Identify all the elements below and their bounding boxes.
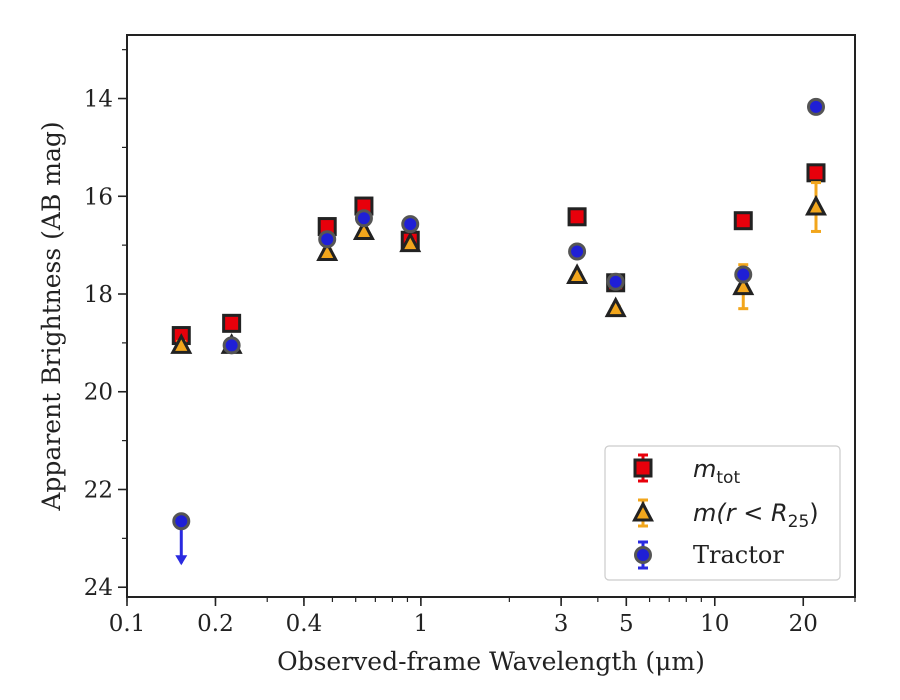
y-tick-label: 14 bbox=[84, 87, 113, 113]
legend-box bbox=[604, 445, 841, 581]
triangle-marker bbox=[604, 296, 627, 318]
upper-limit-arrowhead bbox=[175, 555, 188, 566]
x-tick-label: 20 bbox=[789, 611, 818, 637]
circle-marker bbox=[318, 230, 337, 249]
square-marker bbox=[733, 211, 753, 231]
x-tick-label: 0.4 bbox=[286, 611, 323, 637]
circle-marker bbox=[568, 242, 587, 261]
circle-marker bbox=[401, 215, 420, 234]
y-tick-label: 18 bbox=[84, 282, 113, 308]
circle-marker bbox=[734, 265, 753, 284]
x-tick-label: 10 bbox=[700, 611, 729, 637]
series-circle bbox=[172, 97, 825, 566]
plot-frame bbox=[126, 34, 856, 598]
x-tick-label: 0.2 bbox=[197, 611, 234, 637]
triangle-marker bbox=[352, 219, 375, 240]
legend-label-tractor: Tractor bbox=[693, 541, 784, 569]
legend-circle-marker bbox=[634, 546, 652, 564]
legend-label-mtot-sub: tot bbox=[716, 468, 740, 488]
triangle-marker bbox=[170, 333, 193, 354]
legend-label-mr-close: ) bbox=[809, 499, 818, 527]
legend-square-marker bbox=[633, 458, 653, 478]
square-marker bbox=[222, 313, 242, 333]
circle-marker bbox=[172, 512, 191, 531]
legend-triangle-marker bbox=[632, 500, 654, 522]
triangle-marker bbox=[804, 194, 827, 216]
x-tick-label: 5 bbox=[619, 611, 634, 637]
x-tick-label: 3 bbox=[554, 611, 569, 637]
triangle-marker bbox=[566, 263, 589, 284]
axes: 14 16 18 20 22 24 0.1 0.2 0.4 1 3 5 10 20 bbox=[84, 34, 856, 637]
x-tick-label: 0.1 bbox=[109, 611, 146, 637]
y-axis-title: Apparent Brightness (AB mag) bbox=[37, 121, 66, 511]
square-marker bbox=[806, 163, 826, 183]
y-tick-label: 20 bbox=[84, 380, 113, 406]
triangle-marker bbox=[399, 231, 422, 253]
circle-marker bbox=[354, 209, 373, 228]
x-axis-title: Observed-frame Wavelength (μm) bbox=[277, 647, 705, 676]
legend-label-mr-sub: 25 bbox=[788, 512, 810, 532]
data-points bbox=[170, 97, 827, 566]
triangle-marker bbox=[316, 240, 339, 261]
y-tick-label: 22 bbox=[84, 477, 113, 503]
series-square bbox=[171, 163, 826, 346]
circle-marker bbox=[606, 272, 625, 291]
y-tick-label: 16 bbox=[84, 184, 113, 210]
series-triangle bbox=[170, 181, 827, 354]
circle-marker bbox=[806, 97, 825, 116]
square-marker bbox=[567, 207, 587, 227]
x-tick-label: 1 bbox=[414, 611, 429, 637]
triangle-marker bbox=[732, 274, 755, 296]
circle-marker bbox=[222, 336, 241, 355]
y-tick-label: 24 bbox=[84, 575, 113, 601]
